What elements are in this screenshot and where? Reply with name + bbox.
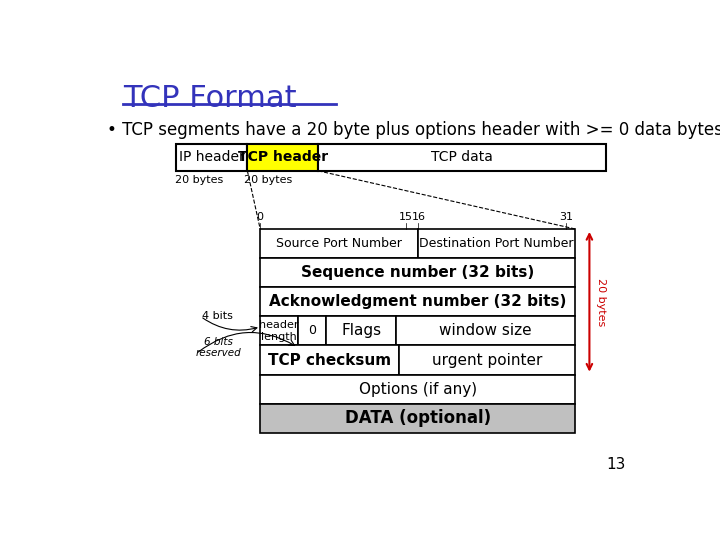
Text: Options (if any): Options (if any)	[359, 382, 477, 396]
FancyBboxPatch shape	[260, 229, 418, 258]
Text: 20 bytes: 20 bytes	[244, 175, 293, 185]
Text: 6 bits
reserved: 6 bits reserved	[196, 337, 242, 359]
Text: 20 bytes: 20 bytes	[596, 278, 606, 326]
Text: TCP checksum: TCP checksum	[268, 353, 391, 368]
Text: Acknowledgment number (32 bits): Acknowledgment number (32 bits)	[269, 294, 567, 309]
Text: 16: 16	[411, 212, 426, 222]
FancyBboxPatch shape	[260, 258, 575, 287]
Text: Source Port Number: Source Port Number	[276, 237, 402, 250]
Text: 13: 13	[606, 457, 626, 472]
Text: Sequence number (32 bits): Sequence number (32 bits)	[301, 265, 534, 280]
FancyBboxPatch shape	[326, 316, 396, 346]
FancyBboxPatch shape	[260, 375, 575, 404]
Text: IP header: IP header	[179, 150, 245, 164]
Text: 0: 0	[257, 212, 264, 222]
FancyBboxPatch shape	[298, 316, 326, 346]
Text: urgent pointer: urgent pointer	[432, 353, 542, 368]
Text: TCP data: TCP data	[431, 150, 493, 164]
FancyBboxPatch shape	[260, 404, 575, 433]
Text: 0: 0	[308, 325, 316, 338]
FancyBboxPatch shape	[260, 287, 575, 316]
FancyBboxPatch shape	[418, 229, 575, 258]
FancyBboxPatch shape	[318, 144, 606, 171]
FancyBboxPatch shape	[176, 144, 248, 171]
FancyBboxPatch shape	[260, 346, 399, 375]
Text: • TCP segments have a 20 byte plus options header with >= 0 data bytes: • TCP segments have a 20 byte plus optio…	[107, 121, 720, 139]
Text: DATA (optional): DATA (optional)	[345, 409, 491, 427]
Text: TCP Format: TCP Format	[124, 84, 297, 112]
Text: 15: 15	[399, 212, 413, 222]
FancyBboxPatch shape	[260, 316, 298, 346]
Text: header
length: header length	[259, 320, 299, 342]
Text: window size: window size	[439, 323, 532, 339]
FancyBboxPatch shape	[396, 316, 575, 346]
Text: TCP header: TCP header	[238, 150, 328, 164]
Text: Flags: Flags	[341, 323, 381, 339]
Text: 31: 31	[559, 212, 573, 222]
Text: Destination Port Number: Destination Port Number	[419, 237, 574, 250]
Text: 4 bits: 4 bits	[202, 312, 233, 321]
FancyBboxPatch shape	[399, 346, 575, 375]
Text: 20 bytes: 20 bytes	[175, 175, 223, 185]
FancyBboxPatch shape	[248, 144, 318, 171]
